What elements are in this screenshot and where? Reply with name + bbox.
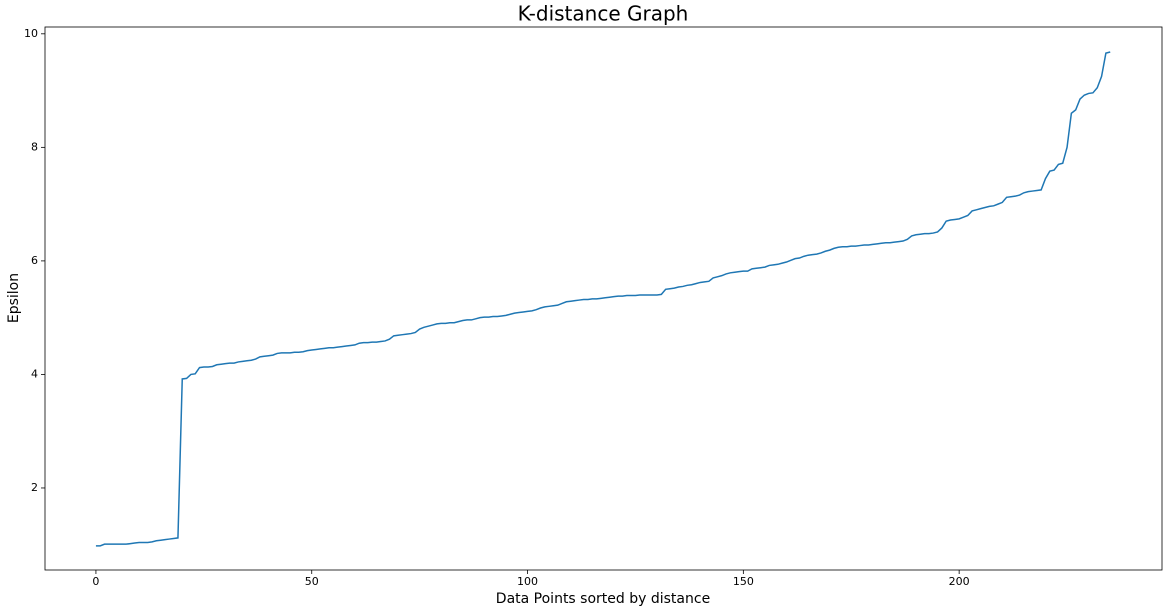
y-tick-label: 6 bbox=[31, 254, 38, 267]
x-axis-label: Data Points sorted by distance bbox=[496, 591, 710, 607]
y-tick-label: 4 bbox=[31, 367, 38, 380]
x-tick-label: 200 bbox=[949, 575, 970, 588]
plot-frame bbox=[44, 26, 1163, 571]
x-tick-label: 0 bbox=[92, 575, 99, 588]
x-tick-label: 150 bbox=[733, 575, 754, 588]
y-axis-label: Epsilon bbox=[6, 273, 22, 323]
chart-title: K-distance Graph bbox=[518, 2, 689, 26]
x-tick-label: 50 bbox=[305, 575, 319, 588]
y-tick-label: 8 bbox=[31, 140, 38, 153]
data-line bbox=[95, 51, 1111, 547]
y-tick-label: 2 bbox=[31, 481, 38, 494]
x-tick-label: 100 bbox=[517, 575, 538, 588]
y-tick-label: 10 bbox=[24, 27, 38, 40]
